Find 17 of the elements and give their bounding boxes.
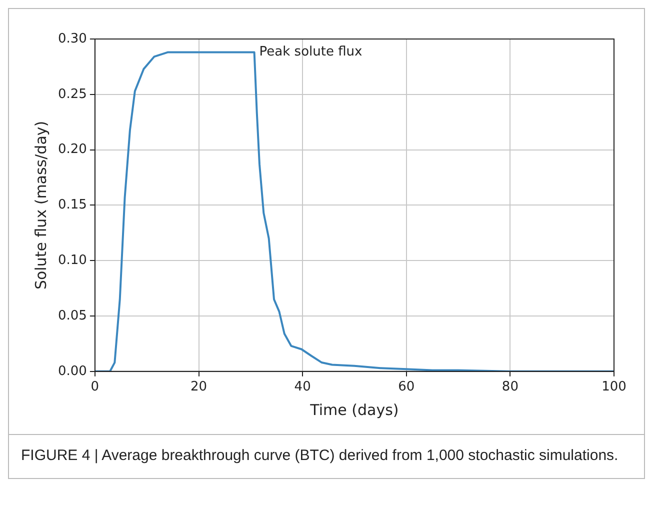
x-tick-label: 100 <box>602 380 626 395</box>
y-tick-label: 0.25 <box>58 86 87 102</box>
y-tick-label: 0.30 <box>58 31 87 46</box>
annotation: Peak solute flux <box>259 44 363 60</box>
x-tick-label: 60 <box>398 380 415 395</box>
y-axis-title: Solute flux (mass/day) <box>32 120 50 290</box>
y-tick-label: 0.15 <box>58 198 87 213</box>
x-tick-label: 20 <box>190 380 208 395</box>
x-tick-label: 80 <box>502 380 518 395</box>
y-tick-label: 0.10 <box>58 252 87 268</box>
x-axis-title: Time (days) <box>309 400 399 419</box>
x-tick-label: 40 <box>294 380 311 395</box>
caption: FIGURE 4 | Average breakthrough curve (BTC) derived from 1,000 stochastic simulations. <box>21 446 620 466</box>
x-tick-label: 0 <box>90 380 100 395</box>
y-tick-label: 0.20 <box>58 142 87 158</box>
y-tick-label: 0.00 <box>58 364 87 379</box>
y-tick-label: 0.05 <box>58 308 87 324</box>
